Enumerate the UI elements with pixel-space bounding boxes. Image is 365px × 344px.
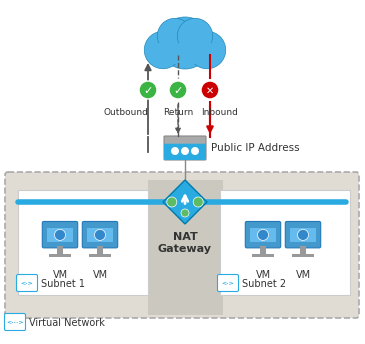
Bar <box>291 228 316 242</box>
Bar <box>252 254 274 257</box>
Text: Return: Return <box>163 108 193 117</box>
Circle shape <box>191 147 199 155</box>
FancyBboxPatch shape <box>285 222 321 248</box>
Text: Public IP Address: Public IP Address <box>211 143 300 153</box>
FancyBboxPatch shape <box>218 275 238 291</box>
Bar <box>47 228 73 242</box>
Text: Subnet 2: Subnet 2 <box>242 279 286 289</box>
Text: Virtual Network: Virtual Network <box>29 318 105 328</box>
Text: VM: VM <box>92 270 108 280</box>
Circle shape <box>95 229 105 240</box>
Circle shape <box>157 18 193 54</box>
Text: <···>: <···> <box>6 320 24 325</box>
FancyBboxPatch shape <box>164 144 206 160</box>
Circle shape <box>297 229 308 240</box>
Text: ✓: ✓ <box>143 86 153 96</box>
Text: <·>: <·> <box>222 281 234 286</box>
Bar <box>87 228 113 242</box>
Circle shape <box>167 197 177 207</box>
Bar <box>57 246 63 254</box>
Text: Outbound: Outbound <box>104 108 149 117</box>
FancyBboxPatch shape <box>220 190 350 295</box>
Circle shape <box>171 147 179 155</box>
Circle shape <box>201 81 219 99</box>
Bar <box>148 180 223 315</box>
Circle shape <box>188 31 226 69</box>
Bar <box>300 246 306 254</box>
FancyBboxPatch shape <box>82 222 118 248</box>
Text: VM: VM <box>295 270 311 280</box>
Text: Subnet 1: Subnet 1 <box>41 279 85 289</box>
Bar <box>156 43 214 64</box>
Circle shape <box>169 81 187 99</box>
Circle shape <box>144 31 182 69</box>
Circle shape <box>159 17 211 69</box>
Circle shape <box>181 147 189 155</box>
Bar <box>49 254 71 257</box>
Text: <·>: <·> <box>20 281 34 286</box>
Text: VM: VM <box>53 270 68 280</box>
FancyBboxPatch shape <box>5 172 359 318</box>
Circle shape <box>139 81 157 99</box>
Circle shape <box>193 197 203 207</box>
Bar <box>89 254 111 257</box>
Text: VM: VM <box>255 270 270 280</box>
Text: ✓: ✓ <box>173 86 183 96</box>
FancyBboxPatch shape <box>245 222 281 248</box>
Bar <box>260 246 266 254</box>
Circle shape <box>257 229 269 240</box>
Circle shape <box>181 209 189 217</box>
FancyBboxPatch shape <box>18 190 148 295</box>
FancyBboxPatch shape <box>4 313 26 331</box>
Polygon shape <box>163 180 207 224</box>
Text: ✕: ✕ <box>206 86 214 96</box>
Circle shape <box>54 229 65 240</box>
Bar <box>97 246 103 254</box>
FancyBboxPatch shape <box>16 275 38 291</box>
Bar <box>250 228 276 242</box>
Text: Internet: Internet <box>160 0 210 3</box>
Text: Inbound: Inbound <box>201 108 238 117</box>
Circle shape <box>177 18 213 54</box>
Text: NAT
Gateway: NAT Gateway <box>158 232 212 254</box>
FancyBboxPatch shape <box>164 136 206 160</box>
Bar <box>292 254 314 257</box>
FancyBboxPatch shape <box>42 222 78 248</box>
